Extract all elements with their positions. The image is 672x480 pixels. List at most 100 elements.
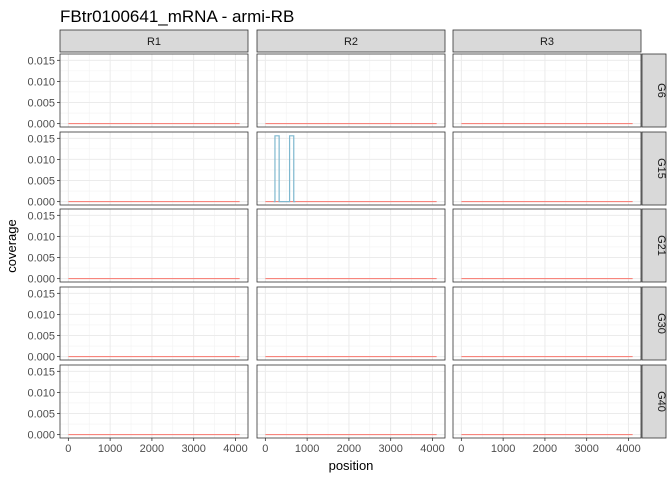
y-axis: 0.0000.0050.0100.0150.0000.0050.0100.015… bbox=[27, 55, 60, 442]
panel-G30-R3 bbox=[452, 286, 642, 361]
panel-background bbox=[60, 209, 248, 282]
x-tick-label: 4000 bbox=[616, 443, 640, 455]
panel-border bbox=[452, 286, 642, 361]
x-tick-label: 4000 bbox=[420, 443, 444, 455]
panel-background bbox=[453, 132, 641, 205]
y-tick-label: 0.015 bbox=[27, 55, 55, 67]
strip-col-R2 bbox=[256, 29, 446, 53]
panel-G6-R1 bbox=[59, 53, 249, 128]
panel-border bbox=[452, 208, 642, 283]
y-tick-label: 0.005 bbox=[27, 176, 55, 188]
strip-col-label: R1 bbox=[147, 36, 161, 48]
y-tick-label: 0.010 bbox=[27, 76, 55, 88]
panel-background bbox=[60, 54, 248, 127]
x-tick-label: 2000 bbox=[337, 443, 361, 455]
y-tick-label: 0.015 bbox=[27, 210, 55, 222]
x-tick-label: 2000 bbox=[533, 443, 557, 455]
y-tick-label: 0.015 bbox=[27, 288, 55, 300]
panel-G6-R2 bbox=[256, 53, 446, 128]
panel-G6-R3 bbox=[452, 53, 642, 128]
y-axis-label: coverage bbox=[4, 219, 19, 272]
y-tick-label: 0.000 bbox=[27, 430, 55, 442]
row-strips: G6 G15 G21 G30 G40 bbox=[641, 53, 667, 439]
panel-border bbox=[59, 286, 249, 361]
panel-background bbox=[453, 365, 641, 438]
panel-border bbox=[256, 131, 446, 206]
panel-background bbox=[453, 54, 641, 127]
panel-G21-R3 bbox=[452, 208, 642, 283]
strip-row-label: G15 bbox=[655, 158, 667, 179]
x-axis: 0 1000 2000 3000 4000 0 1000 2000 3000 4000 0 1000 2… bbox=[65, 438, 641, 455]
strip-col-R3 bbox=[452, 29, 642, 53]
panel-G15-R2 bbox=[256, 131, 446, 206]
strip-row-G6 bbox=[641, 53, 667, 128]
panel-border bbox=[256, 208, 446, 283]
strip-row-G15 bbox=[641, 131, 667, 206]
panel-border bbox=[256, 53, 446, 128]
panel-G30-R2 bbox=[256, 286, 446, 361]
y-tick-label: 0.000 bbox=[27, 352, 55, 364]
y-tick-label: 0.010 bbox=[27, 231, 55, 243]
chart-title: FBtr0100641_mRNA - armi-RB bbox=[60, 7, 294, 26]
y-tick-label: 0.005 bbox=[27, 331, 55, 343]
x-tick-label: 0 bbox=[262, 443, 268, 455]
panel-border bbox=[452, 131, 642, 206]
y-tick-label: 0.010 bbox=[27, 154, 55, 166]
y-tick-label: 0.010 bbox=[27, 387, 55, 399]
panel-background bbox=[453, 287, 641, 360]
x-tick-label: 2000 bbox=[140, 443, 164, 455]
x-tick-label: 0 bbox=[65, 443, 71, 455]
facet-panels bbox=[59, 53, 642, 439]
strip-row-G30 bbox=[641, 286, 667, 361]
x-tick-label: 1000 bbox=[491, 443, 515, 455]
panel-G40-R1 bbox=[59, 364, 249, 439]
panel-G40-R2 bbox=[256, 364, 446, 439]
panel-background bbox=[257, 365, 445, 438]
panel-border bbox=[59, 53, 249, 128]
y-tick-label: 0.005 bbox=[27, 409, 55, 421]
strip-row-G40 bbox=[641, 364, 667, 439]
strip-row-label: G21 bbox=[655, 235, 667, 256]
x-tick-label: 1000 bbox=[295, 443, 319, 455]
strip-row-label: G6 bbox=[655, 83, 667, 98]
panel-G40-R3 bbox=[452, 364, 642, 439]
y-tick-label: 0.015 bbox=[27, 133, 55, 145]
strip-col-label: R2 bbox=[344, 36, 358, 48]
panel-border bbox=[59, 131, 249, 206]
strip-row-G21 bbox=[641, 208, 667, 283]
x-tick-label: 0 bbox=[458, 443, 464, 455]
panel-G15-R3 bbox=[452, 131, 642, 206]
panel-background bbox=[257, 287, 445, 360]
x-tick-label: 3000 bbox=[181, 443, 205, 455]
strip-col-R1 bbox=[59, 29, 249, 53]
panel-background bbox=[257, 132, 445, 205]
y-tick-label: 0.000 bbox=[27, 274, 55, 286]
column-strips: R1 R2 R3 bbox=[59, 29, 642, 53]
panel-border bbox=[59, 208, 249, 283]
x-tick-label: 3000 bbox=[574, 443, 598, 455]
x-tick-label: 4000 bbox=[223, 443, 247, 455]
y-tick-label: 0.000 bbox=[27, 197, 55, 209]
panel-background bbox=[257, 54, 445, 127]
panel-border bbox=[256, 364, 446, 439]
panel-background bbox=[60, 132, 248, 205]
panel-background bbox=[453, 209, 641, 282]
panel-G21-R2 bbox=[256, 208, 446, 283]
panel-border bbox=[452, 364, 642, 439]
coverage-peak-line bbox=[273, 135, 296, 203]
panel-border bbox=[59, 364, 249, 439]
y-tick-label: 0.000 bbox=[27, 119, 55, 131]
y-tick-label: 0.005 bbox=[27, 98, 55, 110]
panel-G30-R1 bbox=[59, 286, 249, 361]
panel-G15-R1 bbox=[59, 131, 249, 206]
panel-border bbox=[452, 53, 642, 128]
panel-background bbox=[257, 209, 445, 282]
panel-background bbox=[60, 287, 248, 360]
x-axis-label: position bbox=[329, 458, 374, 473]
x-tick-label: 3000 bbox=[378, 443, 402, 455]
panel-border bbox=[256, 286, 446, 361]
panel-background bbox=[60, 365, 248, 438]
strip-row-label: G40 bbox=[655, 391, 667, 412]
strip-row-label: G30 bbox=[655, 313, 667, 334]
